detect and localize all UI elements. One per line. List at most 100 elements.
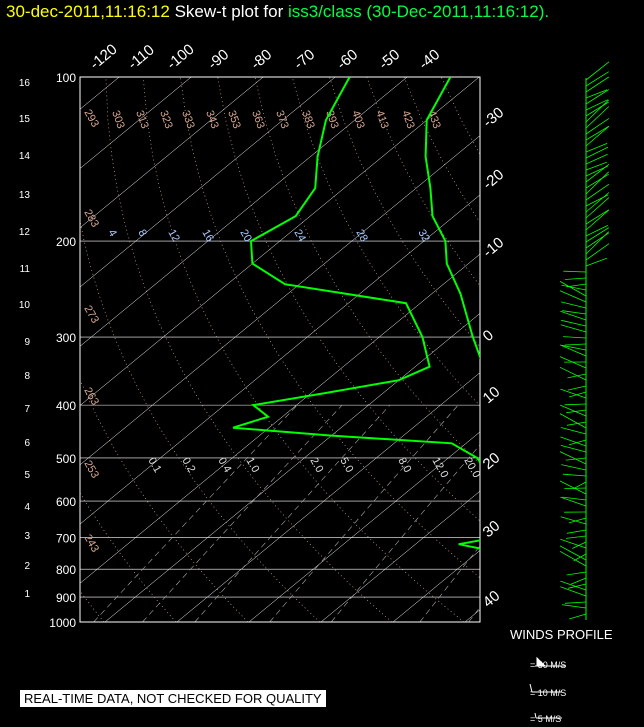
wind-barb [566,529,587,534]
mixing-ratio-line [142,404,343,622]
isotherm-line [609,77,644,622]
wind-barb [560,388,587,399]
wind-barb [562,310,587,315]
wind-barb [565,277,587,280]
dry-adiabat-label: 403 [349,109,367,130]
wind-barb [585,231,609,255]
wind-barb [566,571,587,576]
wind-barb [585,126,609,141]
wind-barb [559,281,587,297]
wind-barb [564,403,587,406]
wind-barb [568,439,587,446]
wind-barb [563,270,587,273]
wind-barb [566,409,587,414]
pressure-label: 1000 [49,616,76,630]
dry-adiabat-line [80,219,321,622]
mixing-ratio-line [419,545,480,622]
wind-barb [559,550,587,567]
mixing-ratio-low-label: 1.0 [243,456,261,475]
mixing-ratio-label: 20 [237,228,254,245]
wind-barb [568,583,587,589]
wind-barb [585,209,609,225]
wind-barb [560,324,587,333]
pressure-label: 200 [56,235,76,249]
mixing-ratio-line [330,444,480,622]
dry-adiabat-label: 423 [399,109,417,130]
isotherm-line [80,135,480,466]
mixing-ratio-label: 32 [415,228,432,245]
wind-barb [567,385,587,391]
wind-barb [560,310,587,321]
wind-barb [585,76,610,93]
title-station: iss3/class [287,2,362,21]
wind-barb [585,171,609,195]
height-km-label: 10 [19,300,31,311]
wind-barb [569,613,587,620]
isotherm-label-right: -20 [480,166,508,193]
dry-adiabat-line [366,77,480,287]
pressure-label: 400 [56,399,76,413]
wind-barb [585,106,610,129]
dry-adiabat-line [80,378,249,622]
dry-adiabat-label: 353 [225,109,243,130]
wind-barb [565,535,587,539]
height-km-label: 8 [24,371,30,382]
pressure-label: 300 [56,331,76,345]
mixing-ratio-low-label: 0.1 [145,456,163,475]
wind-barb [585,146,609,159]
wind-barb [585,61,610,81]
wind-barb [567,373,587,379]
isotherm-label: -40 [416,46,444,73]
height-km-label: 13 [19,190,31,201]
isotherm-label: -50 [376,46,404,73]
wind-barb [585,161,607,171]
wind-barb [559,413,587,429]
wind-profile [559,61,610,620]
height-km-label: 7 [24,404,30,415]
isotherm-label: -60 [334,46,362,73]
pressure-label: 600 [56,495,76,509]
legend-full-barb-glyph [529,683,562,693]
isotherm-line [176,372,480,622]
wind-barb [561,284,587,291]
isotherm-label: -100 [164,41,198,73]
legend-half-barb-glyph [534,712,562,719]
isotherm-label-right: 10 [480,383,504,407]
mixing-ratio-line [571,405,644,622]
wind-barb [559,451,587,465]
wind-barb [564,343,587,346]
mixing-ratio-line [269,404,459,622]
wind-barb [585,183,610,201]
mixing-ratio-line [194,404,391,622]
wind-barb [573,481,587,490]
wind-barb [560,538,587,549]
height-km-label: 6 [24,438,30,449]
isotherm-label-right: 40 [480,587,504,611]
wind-barb [568,391,587,398]
wind-barb [568,517,587,524]
dry-adiabat-line [478,77,480,81]
pressure-label: 900 [56,591,76,605]
legend-row-5: = 5 M/S [530,714,562,724]
legend-row-10: = 10 M/S [530,688,567,698]
isotherm-line [464,609,480,622]
dry-adiabat-label: 413 [373,109,391,130]
wind-barb [561,344,587,351]
wind-barb [561,301,587,309]
dry-adiabat-label: 363 [249,109,267,130]
dry-adiabat-label: 373 [273,109,291,130]
dry-adiabat-line [553,77,644,622]
height-km-label: 9 [24,337,30,348]
dry-adiabat-line [628,77,644,622]
chart-title: 30-dec-2011,11:16:12 Skew-t plot for iss… [6,2,549,22]
dry-adiabat-label: 303 [109,109,127,130]
mixing-ratio-label: 4 [105,228,118,239]
dry-adiabat-line [516,77,644,622]
wind-barb [559,356,587,369]
dry-adiabat-label: 313 [133,109,151,130]
wind-legend-glyphs [529,656,566,719]
wind-barb [560,445,587,453]
isotherm-line [80,77,480,406]
dry-adiabat-line [180,77,480,579]
